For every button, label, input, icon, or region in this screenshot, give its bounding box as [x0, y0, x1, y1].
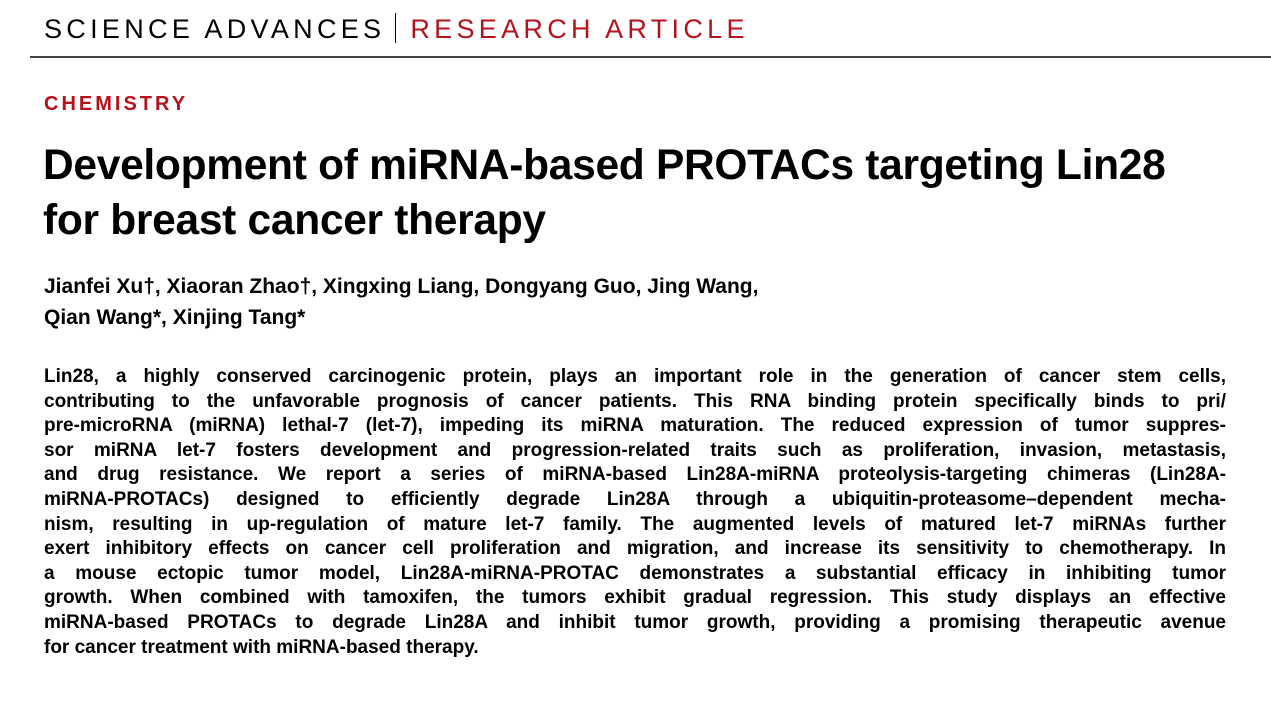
- abstract-line: for cancer treatment with miRNA-based th…: [44, 636, 479, 658]
- abstract-line: growth. When combined with tamoxifen, th…: [44, 587, 1226, 609]
- journal-name: SCIENCE ADVANCES: [44, 14, 386, 44]
- abstract-line: a mouse ectopic tumor model, Lin28A-miRN…: [44, 562, 1226, 584]
- article-type: RESEARCH ARTICLE: [410, 14, 749, 44]
- abstract: Lin28, a highly conserved carcinogenic p…: [44, 365, 1226, 660]
- abstract-line: nism, resulting in up-regulation of matu…: [44, 513, 1226, 535]
- author-list: Jianfei Xu†, Xiaoran Zhao†, Xingxing Lia…: [44, 271, 758, 333]
- abstract-line: exert inhibitory effects on cancer cell …: [44, 538, 1226, 560]
- abstract-line: and drug resistance. We report a series …: [44, 464, 1226, 486]
- abstract-line: miRNA-based PROTACs to degrade Lin28A an…: [44, 611, 1226, 633]
- abstract-line: pre-microRNA (miRNA) lethal-7 (let-7), i…: [44, 415, 1226, 437]
- article-title: Development of miRNA-based PROTACs targe…: [43, 138, 1166, 248]
- author-line: Qian Wang*, Xinjing Tang*: [44, 306, 306, 329]
- abstract-line: sor miRNA let-7 fosters development and …: [44, 439, 1226, 461]
- title-line: for breast cancer therapy: [43, 197, 546, 244]
- header-divider: [395, 13, 397, 43]
- abstract-line: miRNA-PROTACs) designed to efficiently d…: [44, 488, 1226, 510]
- section-label: CHEMISTRY: [44, 93, 189, 115]
- title-line: Development of miRNA-based PROTACs targe…: [43, 142, 1166, 189]
- journal-header: SCIENCE ADVANCES RESEARCH ARTICLE: [44, 13, 749, 45]
- header-rule: [30, 56, 1271, 58]
- abstract-line: Lin28, a highly conserved carcinogenic p…: [44, 366, 1226, 387]
- abstract-line: contributing to the unfavorable prognosi…: [44, 390, 1226, 412]
- author-line: Jianfei Xu†, Xiaoran Zhao†, Xingxing Lia…: [44, 275, 759, 298]
